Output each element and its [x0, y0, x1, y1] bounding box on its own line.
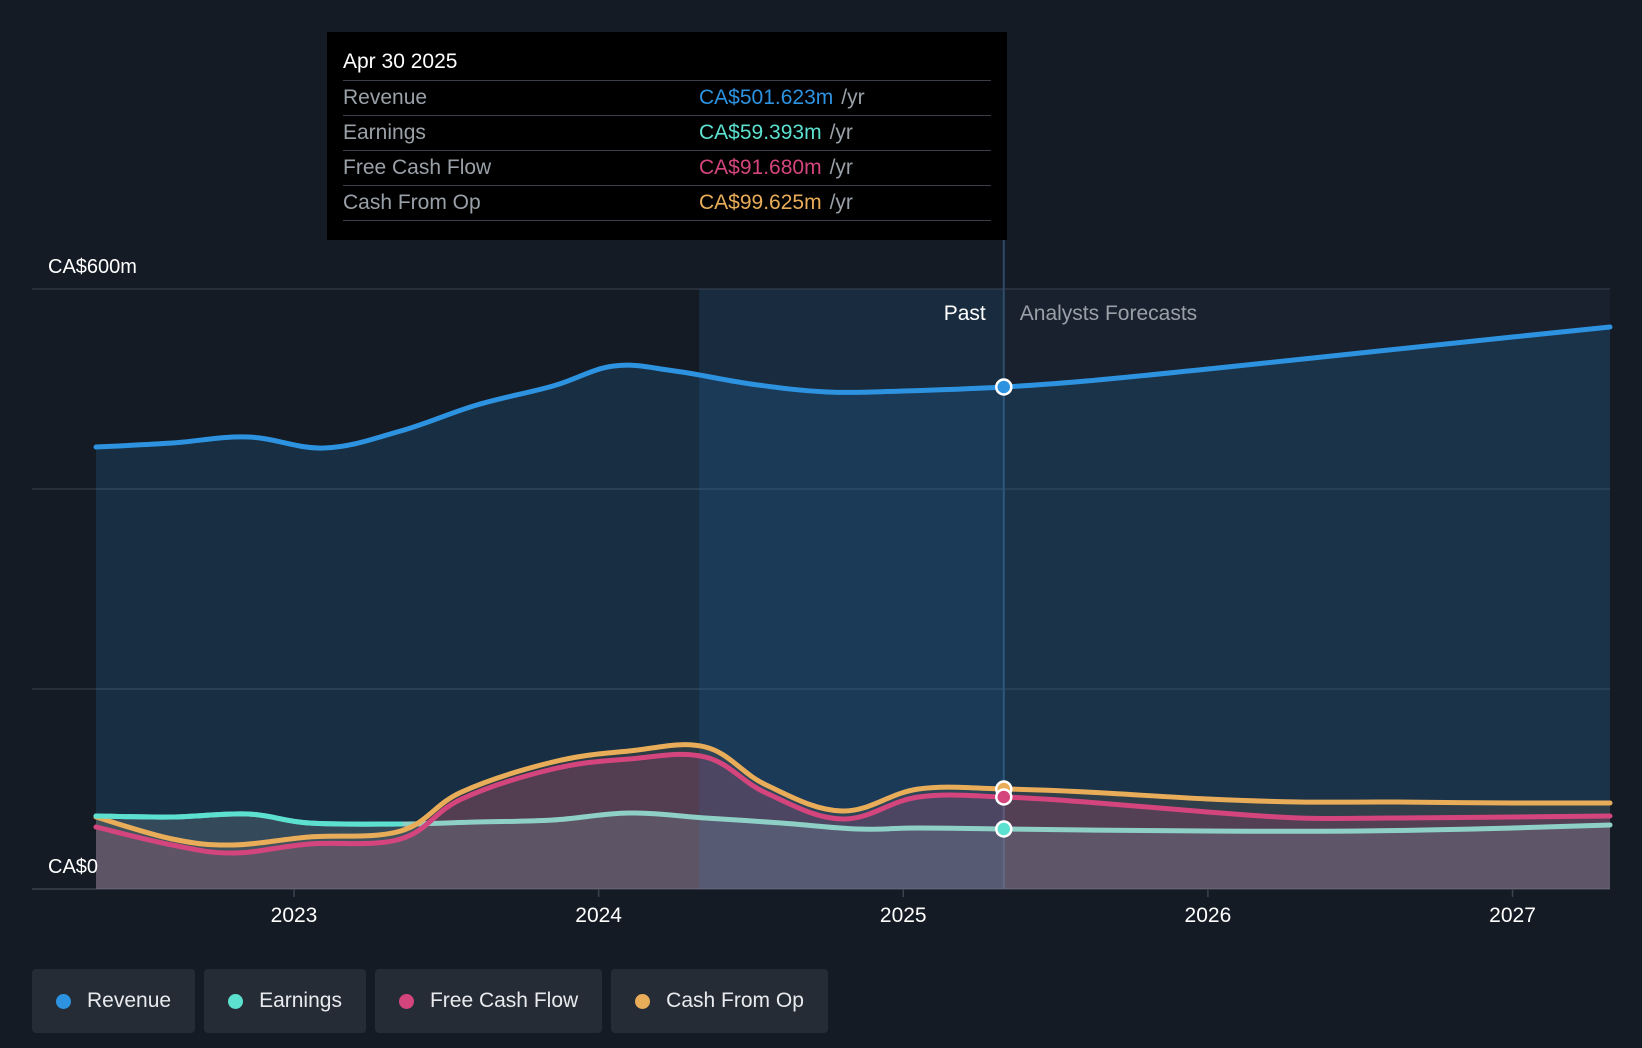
x-tick-label: 2027 — [1489, 904, 1536, 927]
area-revenue — [96, 327, 1610, 889]
marker-free-cash-flow — [995, 788, 1013, 806]
past-label: Past — [944, 302, 986, 325]
legend-dot-icon — [228, 993, 244, 1009]
legend-dot-icon — [635, 993, 651, 1009]
tooltip-value: CA$59.393m — [699, 121, 822, 144]
legend-dot-icon — [398, 993, 414, 1009]
marker-revenue — [995, 378, 1013, 396]
series-line-earnings-early — [93, 811, 404, 827]
tooltip-label: Revenue — [343, 86, 428, 109]
tooltip-row-earnings: Earnings CA$59.393m /yr — [343, 115, 991, 150]
series-line-cash-from-op — [93, 742, 1613, 848]
legend-item-free-cash-flow[interactable]: Free Cash Flow — [374, 969, 603, 1033]
y-tick-label: CA$0 — [48, 856, 98, 878]
forecast-region — [1003, 289, 1610, 889]
x-tick-label: 2025 — [880, 904, 927, 927]
highlight-overlay — [699, 289, 1004, 889]
marker-earnings — [995, 820, 1013, 838]
tooltip-value: CA$99.625m — [699, 191, 822, 214]
tooltip-value: CA$501.623m — [699, 86, 834, 109]
tooltip-unit: /yr — [829, 156, 853, 179]
series-line-free-cash-flow — [93, 751, 1613, 856]
tooltip-row-free-cash-flow: Free Cash Flow CA$91.680m /yr — [343, 150, 991, 185]
y-tick-label: CA$600m — [48, 256, 137, 278]
tooltip-unit: /yr — [829, 191, 853, 214]
legend-label: Revenue — [87, 989, 172, 1012]
x-tick-label: 2026 — [1185, 904, 1232, 927]
tooltip-label: Cash From Op — [343, 191, 481, 214]
forecast-label: Analysts Forecasts — [1020, 302, 1197, 325]
tooltip-label: Earnings — [343, 121, 426, 144]
tooltip-row-revenue: Revenue CA$501.623m /yr — [343, 80, 991, 115]
x-tick-label: 2023 — [271, 904, 318, 927]
legend-item-revenue[interactable]: Revenue — [32, 969, 196, 1033]
legend-label: Free Cash Flow — [429, 989, 579, 1012]
tooltip-value: CA$91.680m — [699, 156, 822, 179]
tooltip-date: Apr 30 2025 — [343, 50, 458, 73]
area-free-cash-flow — [96, 754, 1610, 889]
series-line-revenue — [93, 324, 1613, 451]
legend: Revenue Earnings Free Cash Flow Cash Fro… — [32, 969, 828, 1033]
legend-label: Earnings — [259, 989, 342, 1012]
tooltip-row-cash-from-op: Cash From Op CA$99.625m /yr — [343, 185, 991, 221]
x-tick-label: 2024 — [575, 904, 622, 927]
legend-dot-icon — [56, 993, 71, 1009]
tooltip-unit: /yr — [829, 121, 853, 144]
tooltip: Apr 30 2025 Revenue CA$501.623m /yr Earn… — [327, 32, 1007, 240]
tooltip-unit: /yr — [841, 86, 865, 109]
legend-item-earnings[interactable]: Earnings — [204, 969, 366, 1033]
tooltip-label: Free Cash Flow — [343, 156, 492, 179]
legend-label: Cash From Op — [666, 989, 804, 1012]
legend-item-cash-from-op[interactable]: Cash From Op — [611, 969, 828, 1033]
